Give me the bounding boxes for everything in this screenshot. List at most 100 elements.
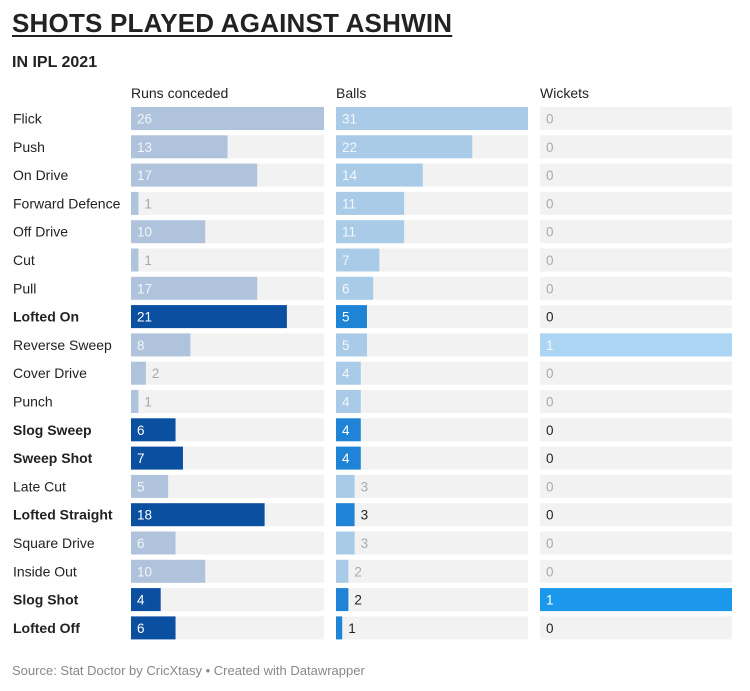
bar-balls [336, 588, 349, 612]
bar-track [336, 361, 528, 385]
bar-balls [336, 163, 423, 187]
data-label-runs: 7 [137, 451, 145, 466]
data-label-balls: 2 [354, 593, 362, 608]
data-label-runs: 8 [137, 338, 145, 353]
data-label-wickets: 0 [546, 423, 554, 438]
bar-runs [131, 135, 228, 159]
bar-runs [131, 418, 176, 442]
bar-track [540, 418, 732, 442]
data-label-wickets: 0 [546, 310, 554, 325]
bar-track [131, 248, 324, 272]
data-label-runs: 18 [137, 508, 152, 523]
bar-balls [336, 418, 361, 442]
data-label-wickets: 1 [546, 338, 554, 353]
row-label: Sweep Shot [13, 450, 93, 466]
bar-balls [336, 361, 361, 385]
bar-track [540, 220, 732, 244]
data-label-runs: 4 [137, 593, 145, 608]
data-label-balls: 5 [342, 338, 350, 353]
column-header-runs: Runs conceded [131, 85, 228, 101]
bar-wickets [540, 588, 732, 612]
bar-balls [336, 333, 367, 357]
data-label-balls: 14 [342, 168, 358, 183]
bar-balls [336, 616, 343, 640]
row-label: Cover Drive [13, 365, 87, 381]
bar-runs [131, 446, 183, 470]
bar-track [540, 191, 732, 215]
bar-runs [131, 248, 139, 272]
bar-track [336, 559, 528, 583]
data-label-runs: 10 [137, 225, 152, 240]
row-label: Cut [13, 252, 35, 268]
data-label-balls: 11 [342, 196, 356, 211]
bar-track [336, 305, 528, 329]
data-label-wickets: 0 [546, 281, 554, 296]
data-label-runs: 5 [137, 479, 145, 494]
bar-balls [336, 191, 405, 215]
bar-track [540, 107, 732, 130]
data-label-balls: 7 [342, 253, 350, 268]
bar-balls [336, 474, 355, 498]
data-label-runs: 17 [137, 168, 152, 183]
bar-balls [336, 276, 374, 300]
bar-runs [131, 107, 324, 130]
data-label-balls: 1 [348, 621, 356, 636]
row-label: Reverse Sweep [13, 337, 112, 353]
row-label: Slog Sweep [13, 422, 92, 438]
bar-track [131, 474, 324, 498]
data-label-balls: 4 [342, 395, 350, 410]
bar-balls [336, 503, 355, 527]
bar-runs [131, 616, 176, 640]
bar-wickets [540, 333, 732, 357]
source-note: Source: Stat Doctor by CricXtasy • Creat… [12, 663, 365, 678]
bar-runs [131, 305, 287, 329]
data-label-balls: 3 [361, 508, 369, 523]
row-label: Punch [13, 394, 53, 410]
bar-balls [336, 220, 405, 244]
bar-track [131, 531, 324, 555]
column-header-wickets: Wickets [540, 85, 589, 101]
row-label: Square Drive [13, 535, 95, 551]
data-label-runs: 1 [144, 196, 152, 211]
bar-track [336, 474, 528, 498]
bar-track [540, 531, 732, 555]
bar-balls [336, 531, 355, 555]
bar-track [540, 503, 732, 527]
data-label-wickets: 0 [546, 621, 554, 636]
data-label-balls: 22 [342, 140, 357, 155]
row-label: Pull [13, 280, 36, 296]
column-header-balls: Balls [336, 85, 366, 101]
data-label-runs: 1 [144, 253, 152, 268]
data-label-runs: 2 [152, 366, 160, 381]
bar-track [540, 559, 732, 583]
chart-title: SHOTS PLAYED AGAINST ASHWIN [12, 8, 453, 38]
data-label-runs: 26 [137, 112, 152, 127]
data-label-wickets: 0 [546, 253, 554, 268]
bar-track [336, 418, 528, 442]
data-label-runs: 10 [137, 564, 152, 579]
bar-track [336, 446, 528, 470]
data-label-wickets: 0 [546, 564, 554, 579]
bar-runs [131, 474, 169, 498]
bar-track [540, 474, 732, 498]
data-label-balls: 2 [354, 564, 362, 579]
data-label-wickets: 0 [546, 140, 554, 155]
data-label-balls: 5 [342, 310, 350, 325]
bar-balls [336, 446, 361, 470]
data-label-runs: 6 [137, 536, 145, 551]
data-label-balls: 11 [342, 225, 356, 240]
bar-balls [336, 305, 367, 329]
bar-track [540, 390, 732, 413]
data-label-wickets: 0 [546, 366, 554, 381]
bar-runs [131, 333, 191, 357]
data-label-balls: 4 [342, 423, 350, 438]
bar-track [336, 616, 528, 640]
row-label: Lofted Straight [13, 507, 113, 523]
data-label-balls: 4 [342, 451, 350, 466]
data-label-runs: 17 [137, 281, 152, 296]
data-label-runs: 13 [137, 140, 152, 155]
bar-runs [131, 276, 258, 300]
row-label: Lofted On [13, 309, 79, 325]
bar-runs [131, 390, 139, 413]
